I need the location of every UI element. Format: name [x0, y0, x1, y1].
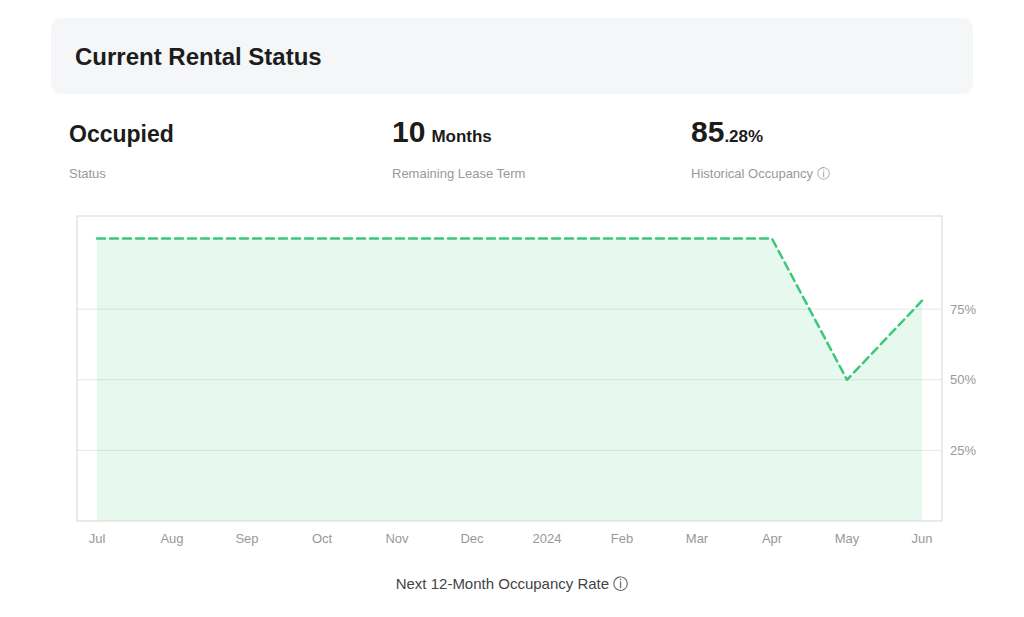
x-tick-label: May	[835, 531, 860, 546]
stat-value-part: Occupied	[69, 121, 174, 147]
y-tick-label: 25%	[950, 443, 976, 458]
stat-value-part: 10	[392, 115, 425, 148]
stat-value-part: .28%	[724, 127, 763, 146]
x-tick-label: Oct	[312, 531, 333, 546]
stat-caption: Historical Occupancy ⓘ	[691, 166, 830, 181]
stat-value: Occupied	[69, 121, 174, 147]
chart-svg: Current Rental Status Occupied Status 10 Mon…	[0, 0, 1024, 617]
x-tick-label: Aug	[160, 531, 183, 546]
x-tick-label: Apr	[762, 531, 783, 546]
plot-frame	[77, 216, 942, 521]
plot-marks	[97, 239, 922, 521]
x-tick-label: Dec	[460, 531, 484, 546]
stat-value-part: 85	[691, 115, 724, 148]
x-tick-label: 2024	[533, 531, 562, 546]
x-tick-label: Mar	[686, 531, 709, 546]
stat-value: 85.28%	[691, 115, 763, 148]
title: Current Rental Status	[75, 43, 322, 70]
x-tick-label: Nov	[385, 531, 409, 546]
stat-caption: Remaining Lease Term	[392, 166, 525, 181]
area	[97, 239, 922, 521]
y-tick-label: 75%	[950, 302, 976, 317]
line	[97, 239, 922, 380]
x-tick-label: Feb	[611, 531, 633, 546]
x-axis-label: Next 12-Month Occupancy Rate ⓘ	[396, 575, 629, 592]
title-panel	[51, 18, 973, 94]
chart-container: Current Rental Status Occupied Status 10 Mon…	[0, 0, 1024, 617]
plot-background	[77, 216, 942, 521]
x-tick-label: Jun	[912, 531, 933, 546]
x-tick-label: Jul	[89, 531, 106, 546]
stat-value-part: Months	[431, 127, 491, 146]
x-tick-label: Sep	[235, 531, 258, 546]
y-tick-label: 50%	[950, 372, 976, 387]
stat-value: 10 Months	[392, 115, 492, 148]
stat-caption: Status	[69, 166, 106, 181]
